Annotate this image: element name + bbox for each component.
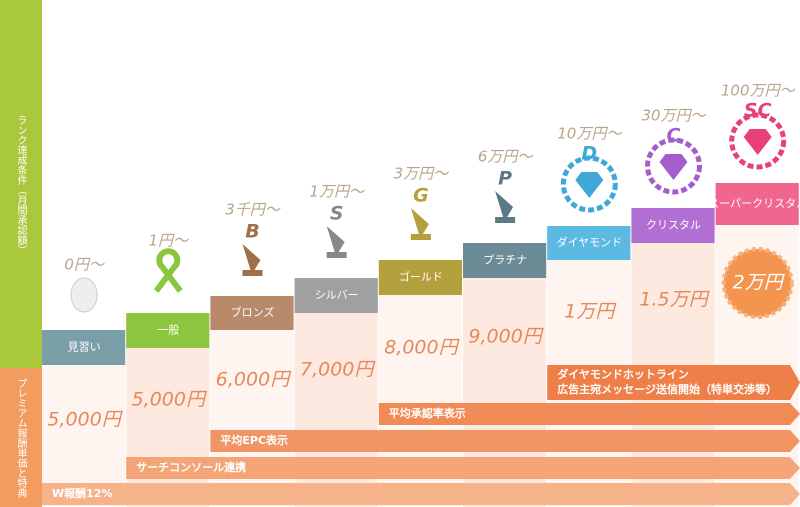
- tier-badge: P: [498, 168, 512, 190]
- tier-name-box: [463, 243, 547, 278]
- trophy-icon: [495, 191, 516, 223]
- tier-badge: G: [413, 185, 429, 207]
- tier-reward: 5,000円: [47, 409, 123, 431]
- benefit-text: W報酬12%: [52, 486, 112, 500]
- benefit-text: サーチコンソール連携: [136, 460, 246, 474]
- tier-threshold: 3千円〜: [225, 201, 281, 219]
- benefit-bar: [378, 403, 800, 425]
- tier-name: 一般: [157, 324, 179, 337]
- tier-reward: 8,000円: [384, 337, 460, 359]
- tier-name: スーパークリスタル: [708, 197, 800, 210]
- benefit-text: 平均EPC表示: [220, 433, 288, 447]
- egg-icon: [70, 277, 98, 313]
- ribbon-icon: [153, 248, 183, 293]
- tier-reward: 6,000円: [216, 369, 292, 391]
- tier-name-box: [631, 208, 715, 243]
- tier-panel: [210, 330, 294, 507]
- tier-name-box: [547, 226, 631, 260]
- wreath-icon: [729, 112, 787, 170]
- reward-band: [0, 368, 42, 507]
- wreath-icon: [560, 155, 618, 213]
- tier-name: プラチナ: [483, 254, 527, 267]
- tier-threshold: 0円〜: [64, 256, 105, 274]
- tier-badge: B: [245, 221, 259, 243]
- tier-name: シルバー: [315, 289, 359, 302]
- tier-panel: [126, 348, 210, 507]
- tier-name-box: [715, 183, 799, 225]
- wreath-icon: [645, 137, 702, 195]
- tier-name-box: [126, 313, 210, 348]
- tier-reward: 9,000円: [468, 326, 544, 348]
- reward-label: プレミアム報酬単価と特典: [15, 378, 27, 499]
- diamond-icon: [743, 129, 772, 155]
- tier-name: ダイヤモンド: [556, 235, 622, 249]
- benefit-bar: [42, 483, 800, 505]
- tier-threshold: 6万円〜: [478, 148, 534, 166]
- tier-threshold: 1万円〜: [309, 183, 365, 201]
- tier-reward: 5,000円: [132, 389, 208, 411]
- benefit-text: ダイヤモンドホットライン: [557, 367, 689, 381]
- tier-threshold: 100万円〜: [721, 82, 796, 100]
- tier-threshold: 10万円〜: [557, 125, 622, 143]
- tier-name-box: [294, 278, 378, 313]
- benefit-text: 平均承認率表示: [389, 406, 466, 420]
- tier-reward: 1万円: [564, 301, 617, 323]
- benefit-bar: [547, 365, 800, 400]
- condition-band: [0, 0, 42, 368]
- diamond-icon: [659, 154, 688, 180]
- tier-badge: S: [330, 203, 344, 225]
- tier-name-box: [210, 296, 294, 330]
- tier-name: 見習い: [68, 341, 101, 354]
- tier-threshold: 30万円〜: [641, 107, 706, 125]
- tier-name-box: [378, 260, 462, 295]
- tier-name-box: [42, 330, 126, 365]
- benefit-bar: [126, 457, 800, 479]
- benefit-text: 広告主宛メッセージ送信開始（特単交渉等）: [557, 382, 777, 396]
- trophy-icon: [326, 226, 347, 258]
- tier-name: クリスタル: [646, 219, 701, 232]
- tier-threshold: 3万円〜: [394, 165, 450, 183]
- tier-badge: C: [667, 125, 681, 147]
- diamond-icon: [575, 172, 604, 198]
- reward-burst: [721, 247, 794, 319]
- tier-badge: SC: [744, 100, 772, 122]
- condition-label: ランク達成条件（月間承認額）: [15, 115, 27, 255]
- benefit-bar: [210, 430, 800, 452]
- tier-name: ブロンズ: [231, 305, 275, 319]
- tier-reward: 7,000円: [300, 359, 376, 381]
- trophy-icon: [242, 244, 263, 276]
- tier-name: ゴールド: [399, 270, 443, 284]
- tier-threshold: 1円〜: [149, 232, 190, 250]
- tier-reward: 2万円: [733, 272, 786, 294]
- trophy-icon: [410, 208, 431, 240]
- tier-badge: D: [581, 143, 597, 165]
- tier-reward: 1.5万円: [639, 289, 710, 311]
